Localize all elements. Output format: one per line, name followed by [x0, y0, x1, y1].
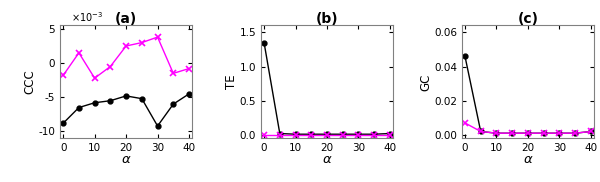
- X-axis label: α: α: [122, 153, 130, 166]
- X-axis label: α: α: [323, 153, 331, 166]
- Y-axis label: GC: GC: [419, 73, 433, 91]
- X-axis label: α: α: [524, 153, 532, 166]
- Y-axis label: TE: TE: [225, 75, 238, 89]
- Text: $\times10^{-3}$: $\times10^{-3}$: [71, 11, 103, 24]
- Title: (a): (a): [115, 12, 137, 26]
- Title: (c): (c): [517, 12, 538, 26]
- Y-axis label: CCC: CCC: [24, 70, 37, 94]
- Title: (b): (b): [316, 12, 338, 26]
